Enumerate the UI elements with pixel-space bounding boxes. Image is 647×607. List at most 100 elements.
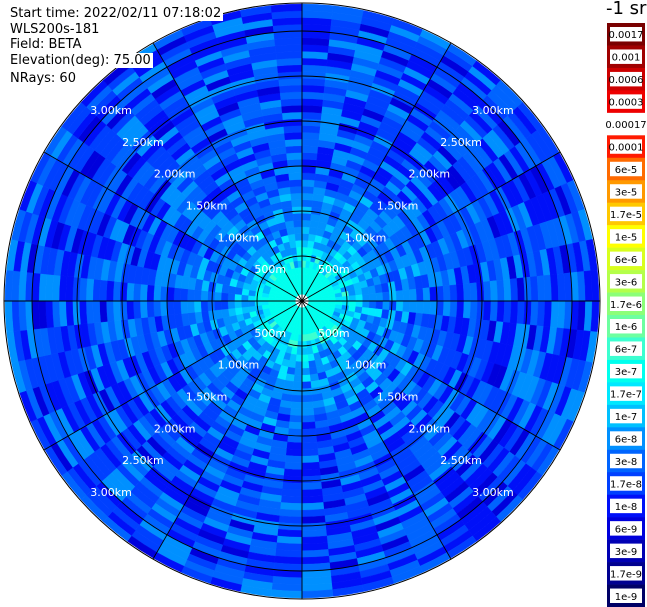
colorbar-label-box [610,341,642,356]
heatmap-cell [146,284,155,302]
radial-spoke [301,151,561,302]
colorbar-label-box [610,386,642,401]
heatmap-cell [301,91,325,100]
heatmap-cell [133,283,142,302]
range-ring-label: 3.00km [472,486,514,499]
heatmap-cell [301,388,313,396]
heatmap-cell [146,300,155,318]
heatmap-cell [294,226,303,235]
heatmap-cell [294,233,303,241]
heatmap-cell [261,300,269,306]
heatmap-cell [296,253,303,261]
heatmap-cell [469,282,478,302]
heatmap-cell [291,199,303,208]
heatmap-cell [301,394,313,403]
heatmap-cell [285,145,303,154]
colorbar-unit-label: -1 sr [606,0,647,19]
colorbar-label-box [610,408,642,424]
heatmap-cell [220,292,229,302]
colorbar-label-box [610,274,642,289]
heatmap-cell [301,408,315,416]
heatmap-cell [301,401,314,410]
colorbar-tick-label: 6e-7 [615,345,638,356]
heatmap-cell [126,282,135,302]
colorbar-tick-label: 0.0017 [609,30,644,41]
heatmap-cell [289,408,303,416]
instrument-label: WLS200s-181 [10,22,102,37]
heatmap-cell [289,414,303,423]
colorbar-tick-label: 3e-7 [615,367,638,378]
heatmap-cell [301,334,307,342]
heatmap-cell [277,71,303,80]
heatmap-cell [516,277,525,302]
heatmap-cell [355,300,363,308]
heatmap-cell [301,428,317,437]
heatmap-cell [342,295,350,302]
heatmap-cell [442,285,451,302]
heatmap-cell [287,165,303,174]
heatmap-cell [415,288,424,302]
heatmap-cell [99,300,108,323]
heatmap-cell [382,300,390,311]
heatmap-cell [290,192,303,201]
heatmap-cell [301,347,308,356]
heatmap-cell [382,291,390,302]
heatmap-cell [241,306,250,314]
heatmap-cell [284,461,303,470]
heatmap-cell [281,105,303,114]
radial-spokes [4,3,600,599]
heatmap-cell [241,300,249,308]
heatmap-cell [276,57,303,67]
heatmap-cell [278,78,303,87]
heatmap-cell [284,132,303,141]
heatmap-cell [247,300,256,307]
heatmap-cell [402,289,411,302]
nrays-label: NRays: 60 [10,71,78,86]
heatmap-cell [207,300,215,312]
range-ring-label: 2.00km [409,422,451,435]
heatmap-cell [298,267,303,275]
heatmap-cell [503,300,512,324]
colorbar-label-box [610,206,642,222]
colorbar-label-box [610,319,642,334]
heatmap-cell [277,529,303,538]
heatmap-cell [355,294,363,302]
heatmap-cell [295,354,303,362]
range-ring-label: 1.00km [345,231,387,244]
heatmap-cell [503,278,512,302]
colorbar-label-box [610,566,642,581]
colorbar-tick-label: 0.0006 [609,75,644,86]
colorbar-tick-label: 3e-6 [615,277,638,288]
heatmap-cell [284,455,303,464]
heatmap-cell [234,307,243,316]
heatmap-cell [139,283,148,302]
heatmap-cell [476,300,485,321]
radial-spoke [43,151,303,302]
heatmap-cell [301,515,326,524]
colorbar-tick-label: 1e-7 [615,412,638,423]
heatmap-cell [483,281,492,302]
heatmap-cell [296,246,303,255]
heatmap-cell [543,300,552,328]
heatmap-cell [301,84,325,94]
elevation-label: Elevation(deg): 75.00 [10,53,153,68]
radial-spoke [152,42,303,302]
heatmap-cell [227,293,236,302]
heatmap-cell [456,283,465,302]
range-ring-label: 2.50km [440,136,482,149]
heatmap-cell [282,475,303,484]
heatmap-cell [254,300,262,307]
heatmap-cell [415,300,424,314]
heatmap-cell [375,300,384,310]
heatmap-cell [301,461,320,470]
heatmap-cell [367,285,377,295]
heatmap-cell [58,275,68,302]
radial-spoke [301,300,561,451]
heatmap-cell [292,213,303,221]
range-ring-label: 500m [254,263,286,276]
heatmap-cell [429,286,438,302]
colorbar-label-box [610,229,642,244]
range-ring-label: 1.50km [377,391,419,404]
colorbar-label-box [610,49,642,64]
heatmap-cell [173,300,182,315]
